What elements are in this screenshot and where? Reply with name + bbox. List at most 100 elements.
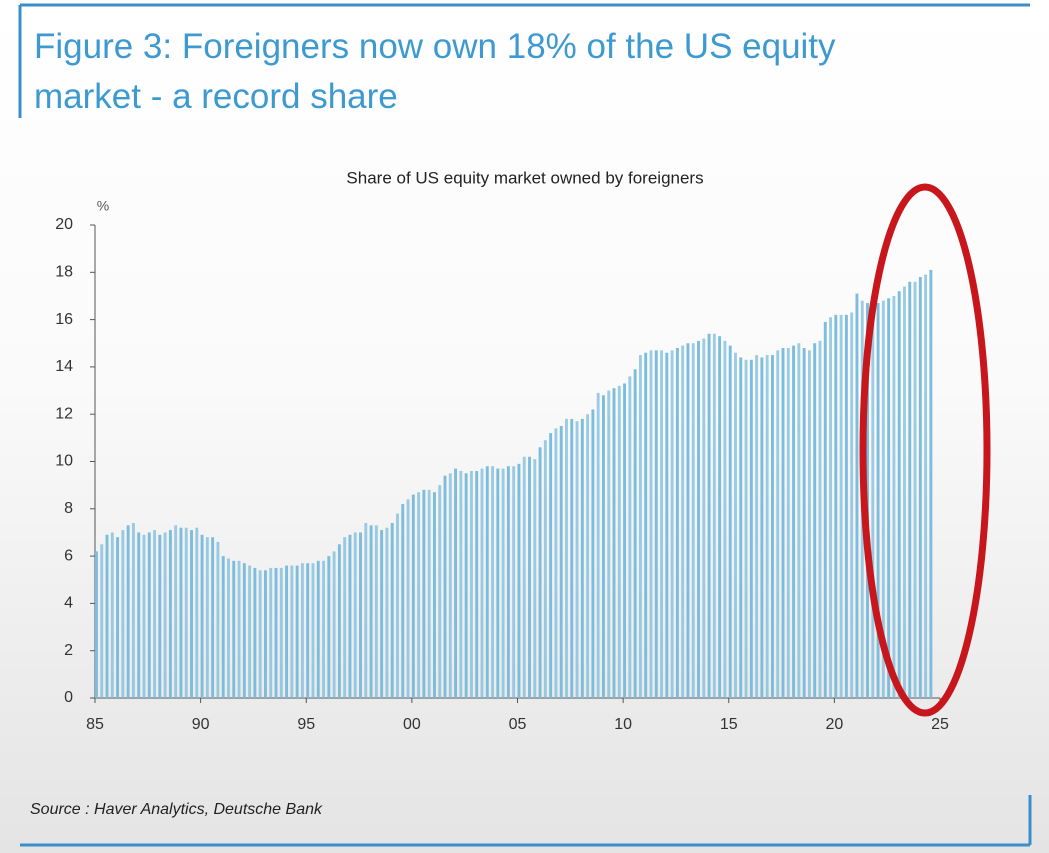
bar	[660, 350, 663, 698]
bar	[100, 544, 104, 698]
y-tick-label: 2	[64, 642, 73, 659]
bar	[607, 390, 611, 698]
bar	[469, 470, 473, 698]
bar	[237, 560, 241, 698]
bar	[591, 409, 595, 698]
bar	[327, 556, 331, 698]
bar	[105, 534, 109, 698]
bar	[158, 534, 162, 698]
bar	[918, 277, 922, 698]
bar	[433, 492, 436, 698]
x-tick-label: 15	[720, 716, 738, 733]
bar	[374, 525, 378, 698]
bar	[242, 563, 246, 698]
bar	[734, 352, 737, 698]
bar	[781, 347, 785, 698]
bar	[142, 534, 146, 698]
bar	[903, 286, 906, 698]
bar	[512, 466, 516, 698]
bar	[586, 414, 590, 698]
bar	[612, 388, 616, 698]
y-tick-label: 0	[64, 689, 73, 706]
bar	[385, 527, 389, 698]
bar	[227, 558, 230, 698]
bar	[802, 347, 806, 698]
bar	[369, 525, 373, 698]
y-tick-label: 8	[64, 500, 73, 517]
bar	[506, 466, 510, 698]
bar	[258, 570, 262, 698]
bar	[337, 544, 341, 698]
bar	[543, 440, 547, 698]
bar	[633, 369, 637, 698]
x-tick-label: 90	[192, 716, 210, 733]
bar	[422, 489, 426, 698]
bar	[364, 522, 368, 698]
bar	[739, 357, 743, 698]
y-tick-label: 14	[55, 358, 73, 375]
chart-title: Share of US equity market owned by forei…	[346, 168, 703, 187]
bar	[285, 565, 289, 698]
x-tick-label: 25	[931, 716, 949, 733]
bar	[295, 565, 299, 698]
x-tick-label: 20	[825, 716, 843, 733]
bar	[485, 466, 489, 698]
bar	[300, 563, 304, 698]
bar	[760, 357, 764, 698]
bar	[712, 333, 716, 698]
bar	[110, 532, 114, 698]
bar	[179, 527, 183, 698]
bar	[274, 567, 278, 698]
bar	[417, 492, 421, 698]
bar	[116, 537, 120, 698]
source: Source : Haver Analytics, Deutsche Bank	[30, 801, 323, 818]
x-tick-label: 85	[86, 716, 104, 733]
bar	[279, 567, 283, 698]
bar	[855, 293, 859, 698]
bar	[839, 314, 843, 698]
bar	[565, 418, 568, 698]
bar	[617, 385, 621, 698]
bar	[697, 340, 700, 698]
bar	[406, 499, 410, 698]
x-tick-label: 10	[614, 716, 632, 733]
bar	[454, 468, 458, 698]
y-tick-label: 12	[55, 405, 73, 422]
bar	[153, 530, 156, 698]
x-tick-label: 95	[297, 716, 315, 733]
bar	[649, 350, 653, 698]
bar	[232, 560, 236, 698]
bar	[174, 525, 178, 698]
bar	[205, 537, 209, 698]
page-title: Figure 3: Foreigners now own 18% of the …	[34, 27, 836, 116]
bar	[491, 466, 494, 698]
bar	[200, 534, 204, 698]
bar	[549, 433, 553, 698]
y-tick-label: 4	[64, 595, 73, 612]
bar	[897, 291, 901, 698]
bar	[380, 530, 384, 698]
bar	[823, 321, 827, 698]
bar	[475, 470, 479, 698]
bar	[628, 376, 632, 698]
bar	[211, 537, 215, 698]
bar	[290, 565, 294, 698]
bar	[913, 281, 917, 698]
y-tick-label: 16	[55, 311, 73, 328]
bar	[876, 303, 880, 698]
bar	[438, 485, 442, 698]
x-tick-label: 00	[403, 716, 421, 733]
bar	[723, 340, 727, 698]
bar	[892, 295, 896, 698]
bar	[850, 312, 854, 698]
bar	[147, 532, 151, 698]
bar	[448, 473, 452, 698]
bar	[322, 560, 325, 698]
bar	[353, 532, 357, 698]
bar	[834, 314, 838, 698]
bar	[538, 447, 542, 698]
y-unit: %	[97, 198, 109, 214]
bar	[522, 456, 526, 698]
bar	[264, 570, 267, 698]
